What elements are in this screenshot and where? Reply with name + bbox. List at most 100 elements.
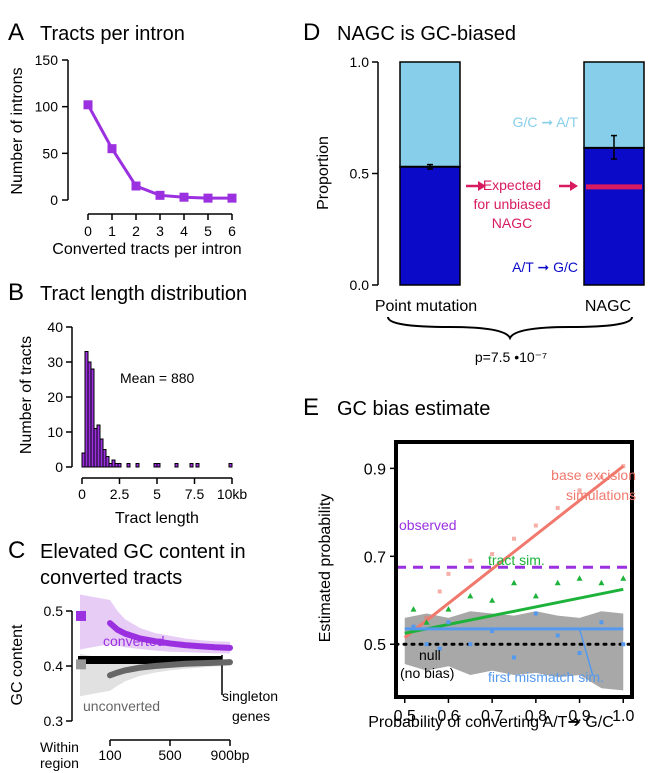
panel-a-point bbox=[155, 190, 165, 200]
panel-e-ytick-label: 0.5 bbox=[364, 637, 386, 654]
panel-c-marks bbox=[76, 594, 233, 697]
panel-a-xtick-label: 6 bbox=[228, 223, 236, 239]
panel-e-ytick-label: 0.7 bbox=[364, 549, 386, 566]
panel-e-tract-sim-fit-line bbox=[404, 587, 624, 635]
panel-b-xtick-label: 5 bbox=[153, 486, 161, 502]
panel-c-within-label-line1: Within bbox=[40, 739, 79, 755]
panel-d-expected-label-line2: for unbiased bbox=[473, 196, 550, 212]
panel-b-mean-annotation: Mean = 880 bbox=[120, 370, 195, 386]
panel-c-ylabel: GC content bbox=[9, 624, 26, 705]
panel-e-base-excision-point bbox=[437, 589, 442, 594]
panel-e: E GC bias estimate Estimated probability… bbox=[303, 394, 636, 731]
panel-e-null-label: null bbox=[419, 647, 441, 663]
panel-b-bar bbox=[126, 463, 131, 468]
panel-c-converted-band bbox=[80, 594, 230, 654]
panel-a-xtick-label: 2 bbox=[132, 223, 140, 239]
panel-e-base-excision-label-line2: simulations bbox=[566, 487, 636, 503]
panel-e-first-mismatch-point bbox=[512, 655, 516, 660]
panel-d-brace bbox=[387, 316, 633, 341]
panel-e-base-excision-fit-line bbox=[403, 465, 625, 639]
panel-a-ytick-label: 0 bbox=[50, 192, 58, 208]
panel-e-base-excision-point bbox=[468, 558, 473, 563]
panel-e-tract-sim-point bbox=[467, 592, 474, 599]
panel-b-xtick-label: 7.5 bbox=[185, 486, 205, 502]
panel-e-base-excision-label-line1: base excision bbox=[551, 467, 636, 483]
panel-e-first-mismatch-point bbox=[411, 624, 416, 629]
panel-b-bar bbox=[90, 368, 95, 468]
panel-d-title: NAGC is GC-biased bbox=[337, 23, 516, 45]
panel-e-first-mismatch-point bbox=[437, 646, 442, 651]
panel-e-base-excision-point bbox=[577, 488, 582, 493]
panel-c-xtick-label: 500 bbox=[158, 747, 182, 763]
panel-a-xtick-label: 0 bbox=[84, 223, 92, 239]
panel-e-first-mismatch-point bbox=[490, 629, 495, 634]
panel-c-unconverted-within-point bbox=[76, 659, 86, 670]
panel-e-first-mismatch-point bbox=[555, 633, 560, 638]
panel-e-tract-sim-point bbox=[511, 579, 517, 586]
panel-e-tract-sim-point bbox=[532, 592, 539, 599]
panel-e-first-mismatch-label: first mismatch sim. bbox=[488, 669, 604, 685]
panel-d-expected-label-line1: Expected bbox=[483, 177, 541, 193]
panel-b: B Tract length distribution Number of tr… bbox=[8, 279, 247, 527]
panel-c: C Elevated GC content in converted tract… bbox=[8, 537, 278, 771]
panel-d-bar-gc-to-at bbox=[583, 61, 645, 149]
panel-c-ytick-label: 0.5 bbox=[44, 603, 64, 619]
panel-e-xtick-label: 0.6 bbox=[437, 708, 459, 725]
panel-e-base-excision-point bbox=[424, 615, 429, 620]
panel-c-title-line1: Elevated GC content in bbox=[40, 541, 246, 563]
panel-b-bar bbox=[195, 463, 200, 468]
panel-d-category-nagc: NAGC bbox=[585, 298, 631, 315]
panel-e-tract-sim-point bbox=[576, 575, 583, 581]
panel-a-point bbox=[83, 100, 93, 110]
panel-a-point bbox=[227, 193, 237, 203]
panel-d-ytick-label: 1.0 bbox=[350, 54, 370, 70]
panel-c-xtick-label: 900bp bbox=[211, 747, 250, 763]
panel-c-xtick-label: 100 bbox=[98, 747, 122, 763]
panel-e-xtick-label: 1.0 bbox=[612, 708, 634, 725]
panel-b-bar bbox=[174, 463, 179, 468]
panel-e-title: GC bias estimate bbox=[337, 398, 490, 420]
panel-d-ylabel: Proportion bbox=[315, 136, 332, 210]
panel-d-ytick-label: 0.5 bbox=[350, 166, 370, 182]
panel-e-tract-sim-point bbox=[598, 579, 605, 586]
panel-a-xtick-label: 3 bbox=[156, 223, 164, 239]
panel-e-xtick-label: 0.9 bbox=[568, 708, 590, 725]
panel-label-b: B bbox=[8, 279, 24, 306]
panel-e-tract-sim-point bbox=[554, 579, 561, 586]
panel-e-base-excision-point bbox=[490, 552, 495, 557]
panel-b-ytick-label: 10 bbox=[47, 424, 63, 440]
panel-c-singleton-label-line2: genes bbox=[232, 708, 270, 724]
panel-e-base-excision-point bbox=[555, 505, 560, 510]
panel-a-ytick-label: 150 bbox=[35, 52, 59, 68]
panel-b-ylabel: Number of tracts bbox=[18, 336, 35, 454]
panel-b-xtick-label: 0 bbox=[78, 486, 86, 502]
panel-d-category-point-mutation: Point mutation bbox=[375, 298, 477, 315]
panel-d: D NAGC is GC-biased Proportion 0.0 0.5 1.0… bbox=[303, 19, 645, 365]
panel-a-xtick-label: 4 bbox=[180, 223, 188, 239]
panel-a-ylabel: Number of introns bbox=[9, 67, 26, 194]
panel-e-marks bbox=[394, 464, 634, 691]
panel-a-point bbox=[131, 181, 141, 191]
panel-a-marks bbox=[83, 100, 237, 203]
panel-e-axes: 0.5 0.7 0.9 0.5 0.6 0.7 0.8 0.9 1.0 bbox=[364, 440, 634, 725]
panel-c-ytick-label: 0.4 bbox=[44, 658, 64, 674]
panel-c-axes: 0.3 0.4 0.5 100 500 900bp bbox=[44, 603, 250, 763]
panel-label-d: D bbox=[303, 19, 320, 46]
panel-e-tract-sim-point bbox=[445, 606, 452, 612]
panel-e-ylabel: Estimated probability bbox=[317, 494, 334, 643]
panel-e-first-mismatch-point bbox=[533, 611, 538, 616]
panel-b-bar bbox=[135, 463, 140, 468]
panel-e-tract-sim-point bbox=[489, 597, 496, 603]
panel-b-ytick-label: 0 bbox=[55, 459, 63, 475]
panel-c-unconverted-label: unconverted bbox=[83, 698, 160, 714]
panel-e-base-excision-point bbox=[533, 523, 538, 528]
panel-e-tract-sim-label: tract sim. bbox=[488, 552, 545, 568]
panel-c-unconverted-line bbox=[107, 659, 233, 679]
panel-e-xtick-label: 0.8 bbox=[525, 708, 547, 725]
panel-a-point bbox=[203, 193, 213, 203]
panel-b-ytick-label: 30 bbox=[47, 354, 63, 370]
panel-e-first-mismatch-point bbox=[599, 620, 604, 625]
panel-a-point bbox=[179, 192, 189, 202]
panel-e-first-mismatch-point bbox=[446, 620, 451, 625]
